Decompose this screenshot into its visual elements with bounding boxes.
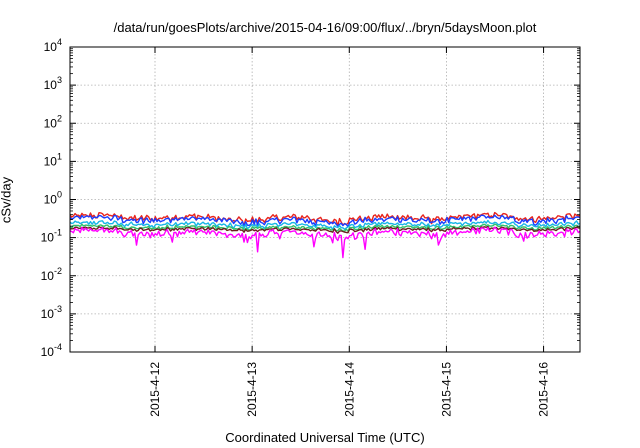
series-line bbox=[69, 211, 581, 227]
x-tick-label: 2015-4-16 bbox=[537, 362, 551, 417]
x-tick-label: 2015-4-15 bbox=[439, 362, 453, 417]
x-tick-label: 2015-4-13 bbox=[245, 362, 259, 417]
x-axis: 2015-4-12 2015-4-13 2015-4-14 2015-4-15 2015… bbox=[148, 47, 551, 417]
y-tick-label: 102 bbox=[44, 113, 62, 130]
x-tick-label: 2015-4-14 bbox=[342, 362, 356, 417]
y-tick-label: 10-1 bbox=[41, 228, 62, 245]
y-tick-label: 10-3 bbox=[41, 304, 62, 321]
y-tick-label: 104 bbox=[44, 37, 62, 54]
plot-frame bbox=[69, 46, 581, 353]
y-axis: 104 103 102 101 100 10-1 10-2 10-3 10-4 bbox=[41, 37, 580, 359]
series-line bbox=[69, 214, 581, 228]
series-line bbox=[69, 219, 581, 231]
y-tick-label: 101 bbox=[44, 151, 62, 168]
y-tick-label: 103 bbox=[44, 75, 62, 92]
series-line bbox=[69, 223, 581, 232]
series-layer bbox=[69, 211, 581, 259]
y-tick-label: 10-2 bbox=[41, 266, 62, 283]
chart-title: /data/run/goesPlots/archive/2015-04-16/0… bbox=[113, 20, 537, 35]
y-tick-label: 100 bbox=[44, 190, 62, 207]
y-tick-label: 10-4 bbox=[41, 342, 62, 359]
grid bbox=[70, 47, 580, 352]
x-tick-label: 2015-4-12 bbox=[148, 362, 162, 417]
x-axis-label: Coordinated Universal Time (UTC) bbox=[225, 430, 425, 445]
series-line bbox=[69, 226, 581, 259]
